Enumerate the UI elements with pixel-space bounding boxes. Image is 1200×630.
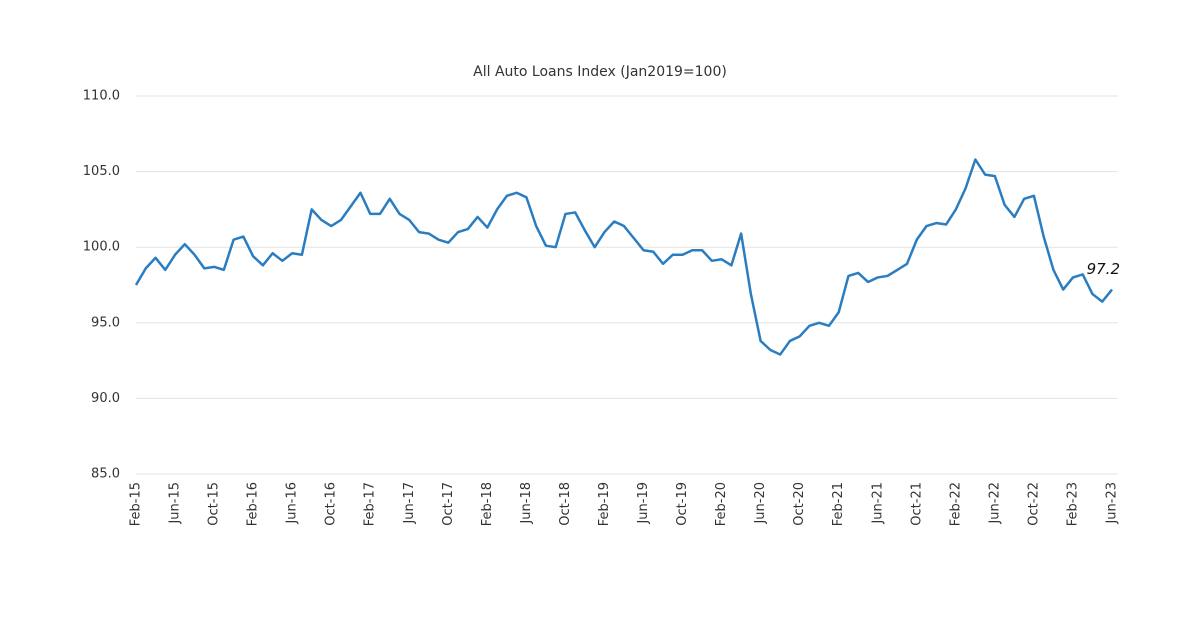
x-tick-label: Oct-21 <box>909 482 924 526</box>
y-tick-label: 105.0 <box>83 164 120 179</box>
x-tick-label: Feb-18 <box>480 482 495 526</box>
x-tick-label: Jun-16 <box>285 482 300 525</box>
x-tick-label: Feb-15 <box>129 482 144 526</box>
x-tick-label: Oct-16 <box>324 482 339 526</box>
chart-title: All Auto Loans Index (Jan2019=100) <box>473 64 727 80</box>
x-tick-label: Oct-22 <box>1026 482 1041 526</box>
x-tick-label: Feb-17 <box>363 482 378 526</box>
y-tick-label: 85.0 <box>91 467 120 482</box>
x-tick-label: Oct-15 <box>207 482 222 526</box>
x-tick-label: Jun-21 <box>870 482 885 525</box>
x-tick-label: Jun-19 <box>636 482 651 525</box>
x-tick-label: Jun-23 <box>1105 482 1120 525</box>
x-tick-label: Oct-20 <box>792 482 807 526</box>
x-tick-label: Jun-18 <box>519 482 534 525</box>
x-tick-label: Feb-20 <box>714 482 729 526</box>
data-line <box>134 158 1113 356</box>
x-tick-label: Feb-21 <box>831 482 846 526</box>
x-tick-label: Oct-19 <box>675 482 690 526</box>
x-tick-label: Oct-18 <box>558 482 573 526</box>
x-tick-label: Jun-22 <box>987 482 1002 525</box>
y-tick-label: 110.0 <box>83 89 120 104</box>
x-tick-label: Feb-23 <box>1065 482 1080 526</box>
y-tick-label: 95.0 <box>91 315 120 330</box>
x-tick-label: Feb-19 <box>597 482 612 526</box>
x-tick-label: Feb-22 <box>948 482 963 526</box>
x-tick-label: Oct-17 <box>441 482 456 526</box>
y-tick-label: 100.0 <box>83 240 120 255</box>
y-tick-label: 90.0 <box>91 391 120 406</box>
x-tick-label: Jun-20 <box>753 482 768 525</box>
data-label: 97.2 <box>1087 260 1120 278</box>
x-tick-label: Jun-15 <box>168 482 183 525</box>
x-tick-label: Jun-17 <box>402 482 417 525</box>
x-tick-label: Feb-16 <box>246 482 261 526</box>
